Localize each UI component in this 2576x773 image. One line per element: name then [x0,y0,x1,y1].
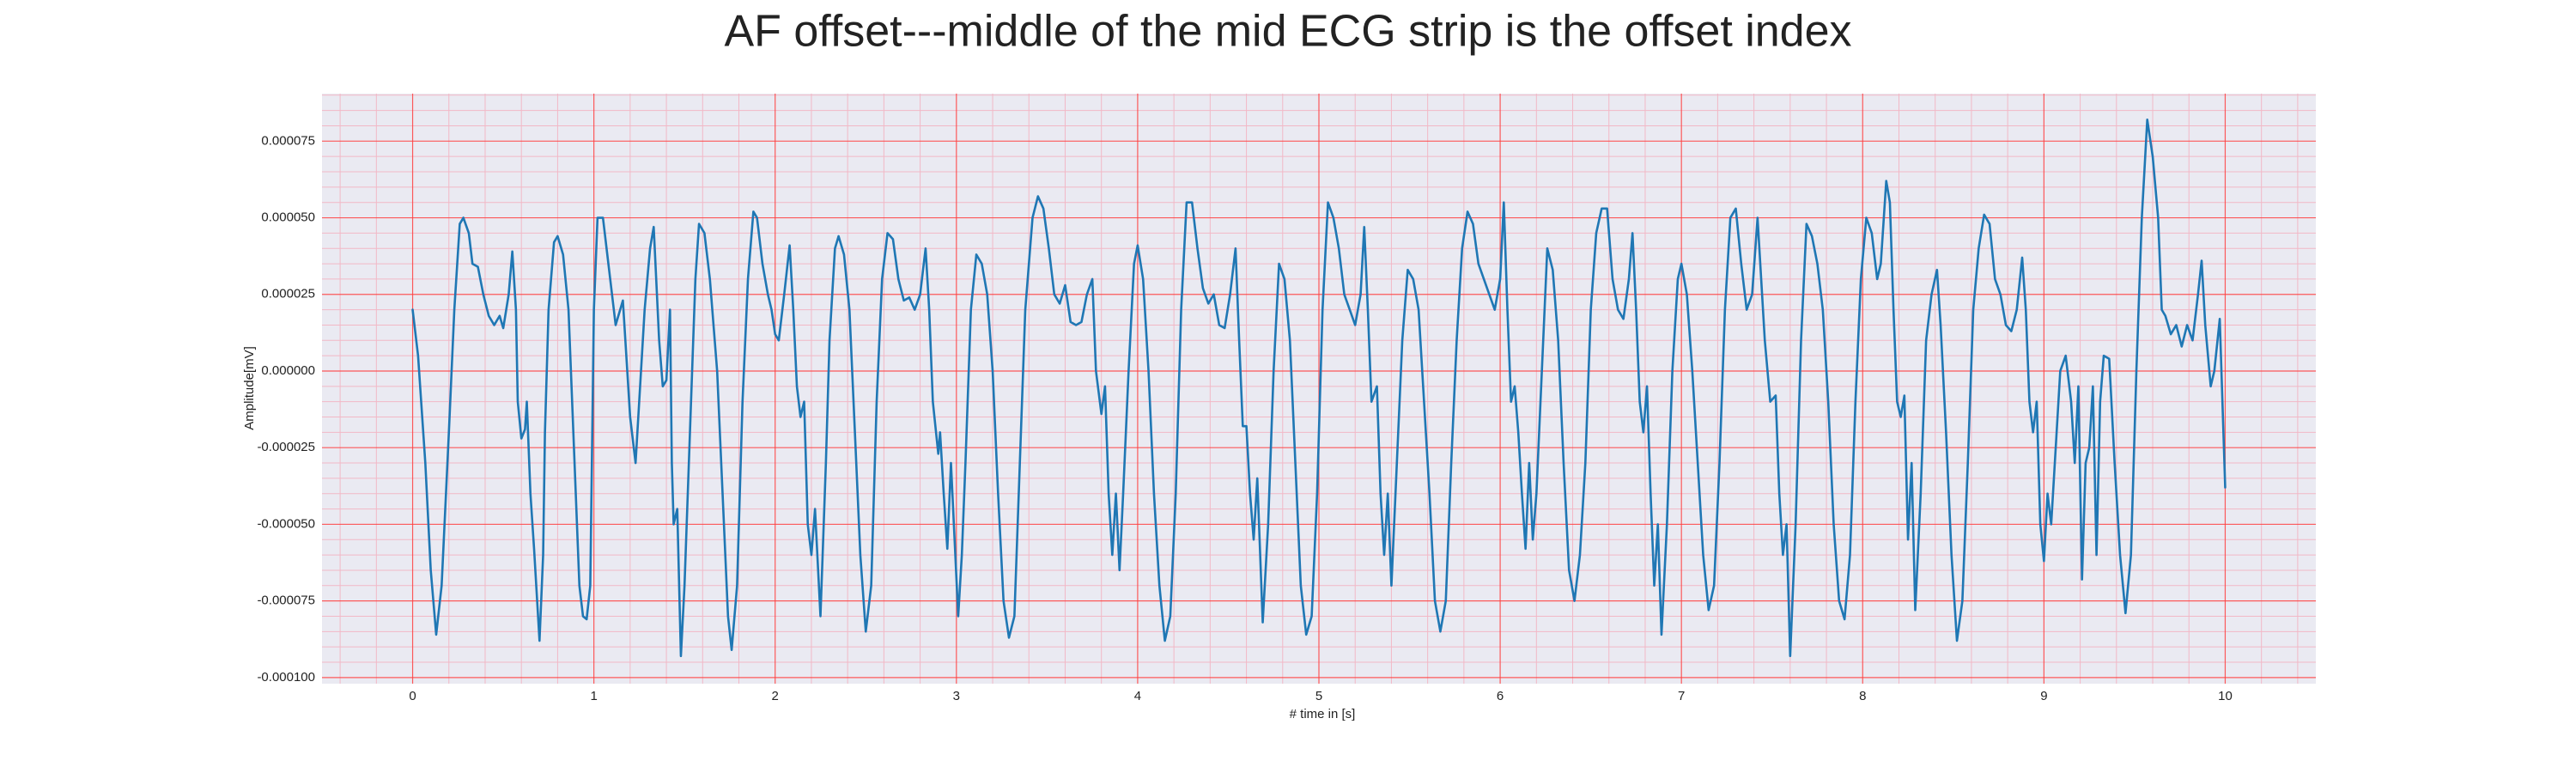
tick-labels: 0 1 2 3 4 5 6 7 8 9 10 -0.000100 -0.000075 -0.000050 -… [257,133,2232,703]
y-tick-label: -0.000050 [257,516,315,531]
x-tick-label: 3 [953,689,960,703]
chart-title: AF offset---middle of the mid ECG strip … [724,7,1851,57]
x-tick-label: 8 [1859,689,1866,703]
x-tick-label: 10 [2218,689,2233,703]
x-axis-label: # time in [s] [1290,707,1356,721]
y-tick-label: 0.000025 [261,287,315,301]
x-tick-label: 4 [1134,689,1141,703]
y-tick-label: -0.000075 [257,593,315,608]
y-tick-label: 0.000050 [261,210,315,225]
ecg-line [411,119,2227,658]
x-tick-label: 2 [772,689,779,703]
x-tick-label: 5 [1315,689,1322,703]
x-tick-label: 0 [409,689,416,703]
y-tick-label: -0.000025 [257,440,315,454]
series-layer [411,119,2227,658]
x-tick-label: 7 [1678,689,1685,703]
x-tick-label: 6 [1497,689,1504,703]
y-axis-label: Amplitude[mV] [242,346,257,430]
y-tick-label: -0.000100 [257,670,315,685]
x-tick-label: 9 [2040,689,2047,703]
y-tick-label: 0.000075 [261,133,315,148]
x-tick-label: 1 [590,689,597,703]
y-tick-label: 0.000000 [261,363,315,378]
